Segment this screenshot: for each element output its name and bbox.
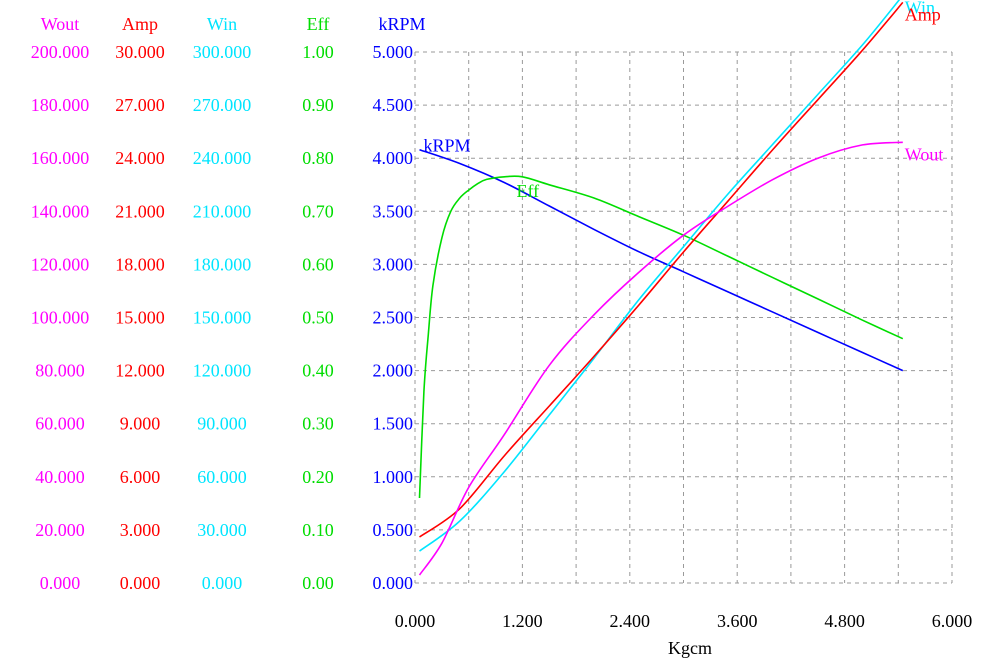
- y-tick-label: 1.00: [302, 42, 334, 62]
- y-tick-label: 140.000: [31, 201, 90, 221]
- y-axis-amp: Amp 0.000 3.000 6.000 9.000 12.000 15.000 18.00…: [115, 14, 165, 593]
- y-tick-label: 5.000: [373, 42, 414, 62]
- curve-label-krpm: kRPM: [423, 136, 470, 156]
- y-tick-label: 24.000: [115, 148, 165, 168]
- y-axis-eff: Eff 0.00 0.10 0.20 0.30 0.40 0.50 0.60 0.70 0.80 0…: [302, 14, 334, 593]
- y-tick-label: 90.000: [197, 414, 247, 434]
- y-tick-label: 1.500: [373, 414, 414, 434]
- y-tick-label: 21.000: [115, 201, 165, 221]
- grid: [414, 51, 953, 584]
- x-tick-label: 6.000: [932, 611, 973, 631]
- y-tick-label: 0.20: [302, 467, 334, 487]
- series-line-eff: [418, 175, 904, 499]
- y-tick-label: 1.000: [373, 467, 414, 487]
- x-tick-label: 1.200: [502, 611, 543, 631]
- y-tick-label: 6.000: [120, 467, 161, 487]
- y-tick-label: 0.00: [302, 573, 334, 593]
- series-line-krpm: [419, 148, 904, 372]
- x-axis-ticks: 0.000 1.200 2.400 3.600 4.800 6.000: [395, 611, 973, 631]
- y-tick-label: 3.000: [373, 254, 414, 274]
- y-tick-label: 120.000: [193, 361, 252, 381]
- curve-label-wout: Wout: [905, 144, 944, 164]
- y-tick-label: 2.000: [373, 361, 414, 381]
- y-tick-label: 0.50: [302, 308, 334, 328]
- y-tick-label: 3.000: [120, 520, 161, 540]
- y-tick-label: 0.10: [302, 520, 334, 540]
- y-tick-label: 0.30: [302, 414, 334, 434]
- series-line-wout: [418, 141, 903, 576]
- y-axis-title: Amp: [122, 14, 158, 34]
- y-tick-label: 200.000: [31, 42, 90, 62]
- y-tick-label: 60.000: [197, 467, 247, 487]
- y-axis-title: kRPM: [378, 14, 425, 34]
- y-tick-label: 30.000: [197, 520, 247, 540]
- y-tick-label: 0.000: [40, 573, 81, 593]
- y-tick-label: 270.000: [193, 95, 252, 115]
- y-tick-label: 60.000: [35, 414, 85, 434]
- y-tick-label: 0.70: [302, 201, 334, 221]
- y-tick-label: 30.000: [115, 42, 165, 62]
- y-tick-label: 15.000: [115, 308, 165, 328]
- y-tick-label: 40.000: [35, 467, 85, 487]
- y-axis-title: Win: [207, 14, 237, 34]
- y-tick-label: 18.000: [115, 254, 165, 274]
- y-tick-label: 150.000: [193, 308, 252, 328]
- y-tick-label: 0.500: [373, 520, 414, 540]
- y-tick-label: 100.000: [31, 308, 90, 328]
- y-tick-label: 0.80: [302, 148, 334, 168]
- y-tick-label: 3.500: [373, 201, 414, 221]
- y-tick-label: 210.000: [193, 201, 252, 221]
- y-tick-label: 300.000: [193, 42, 252, 62]
- series-line-win: [419, 0, 901, 552]
- y-tick-label: 12.000: [115, 361, 165, 381]
- curve-label-amp: Amp: [905, 4, 941, 24]
- y-tick-label: 9.000: [120, 414, 161, 434]
- x-tick-label: 3.600: [717, 611, 758, 631]
- x-tick-label: 4.800: [824, 611, 865, 631]
- y-axes: Wout 0.000 20.000 40.000 60.000 80.000 100.000…: [31, 14, 426, 593]
- y-axis-krpm: kRPM 0.000 0.500 1.000 1.500 2.000 2.500 3.000 3…: [373, 14, 426, 593]
- y-tick-label: 240.000: [193, 148, 252, 168]
- y-axis-wout: Wout 0.000 20.000 40.000 60.000 80.000 100.000…: [31, 14, 90, 593]
- y-tick-label: 4.000: [373, 148, 414, 168]
- y-tick-label: 0.000: [373, 573, 414, 593]
- y-axis-title: Wout: [41, 14, 80, 34]
- y-tick-label: 180.000: [193, 254, 252, 274]
- x-tick-label: 0.000: [395, 611, 436, 631]
- y-tick-label: 0.90: [302, 95, 334, 115]
- y-tick-label: 27.000: [115, 95, 165, 115]
- y-tick-label: 4.500: [373, 95, 414, 115]
- y-tick-label: 2.500: [373, 308, 414, 328]
- x-tick-label: 2.400: [610, 611, 651, 631]
- y-tick-label: 0.60: [302, 254, 334, 274]
- curve-label-win: Win: [905, 0, 935, 17]
- series-line-amp: [419, 1, 904, 538]
- y-tick-label: 20.000: [35, 520, 85, 540]
- y-tick-label: 0.000: [120, 573, 161, 593]
- y-tick-label: 180.000: [31, 95, 90, 115]
- y-axis-win: Win 0.000 30.000 60.000 90.000 120.000 150.000…: [193, 14, 252, 593]
- y-tick-label: 0.40: [302, 361, 334, 381]
- y-tick-label: 80.000: [35, 361, 85, 381]
- y-tick-label: 120.000: [31, 254, 90, 274]
- curve-label-eff: Eff: [517, 181, 540, 201]
- y-axis-title: Eff: [307, 14, 330, 34]
- x-axis-label: Kgcm: [668, 638, 712, 658]
- y-tick-label: 160.000: [31, 148, 90, 168]
- y-tick-label: 0.000: [202, 573, 243, 593]
- series-lines: [418, 0, 904, 576]
